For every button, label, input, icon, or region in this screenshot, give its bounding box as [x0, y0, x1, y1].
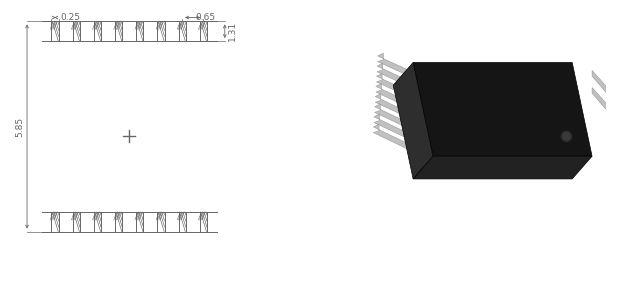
Text: 0.65: 0.65: [196, 13, 216, 22]
Polygon shape: [413, 156, 592, 179]
Bar: [157, 212, 165, 231]
Circle shape: [563, 133, 570, 140]
Polygon shape: [375, 94, 412, 120]
Bar: [178, 22, 186, 41]
Polygon shape: [413, 62, 592, 156]
Bar: [136, 22, 144, 41]
Bar: [72, 212, 80, 231]
Polygon shape: [374, 114, 412, 141]
Bar: [157, 22, 165, 41]
Polygon shape: [377, 63, 412, 88]
Bar: [136, 212, 144, 231]
Bar: [72, 22, 80, 41]
Polygon shape: [374, 104, 412, 130]
Polygon shape: [378, 53, 412, 77]
Polygon shape: [393, 62, 433, 179]
Text: 1.31: 1.31: [228, 21, 237, 41]
Text: 0.25: 0.25: [60, 13, 80, 22]
Polygon shape: [592, 70, 618, 96]
Text: 5.85: 5.85: [15, 116, 24, 137]
Polygon shape: [592, 87, 618, 113]
Polygon shape: [373, 124, 412, 151]
Bar: [178, 212, 186, 231]
Bar: [94, 212, 101, 231]
Bar: [94, 22, 101, 41]
Polygon shape: [376, 73, 412, 98]
Bar: [51, 212, 59, 231]
Bar: [200, 22, 207, 41]
Polygon shape: [376, 83, 412, 109]
Bar: [51, 22, 59, 41]
Bar: [115, 22, 122, 41]
Bar: [200, 212, 207, 231]
Circle shape: [561, 131, 571, 141]
Bar: [115, 212, 122, 231]
